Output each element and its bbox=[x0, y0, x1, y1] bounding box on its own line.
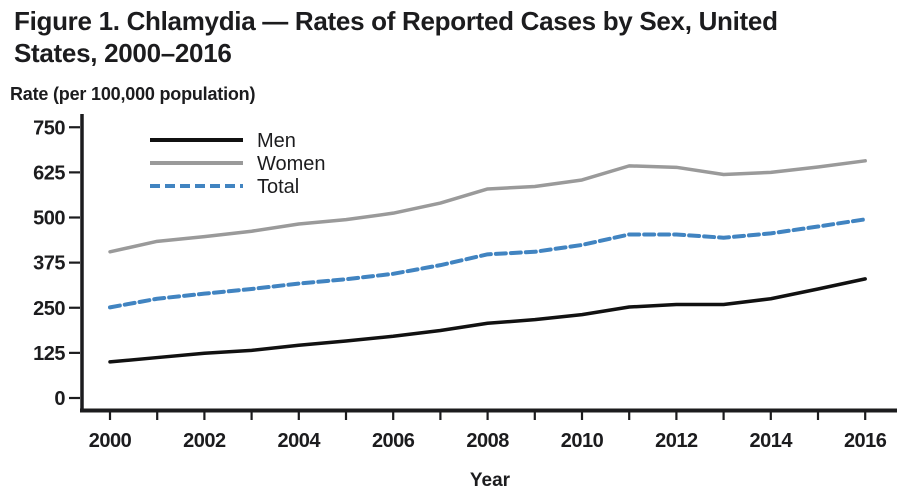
x-tick-label: 2006 bbox=[372, 430, 415, 452]
x-tick-label: 2016 bbox=[844, 430, 887, 452]
women-series-line bbox=[108, 159, 867, 254]
total-series-line bbox=[108, 217, 868, 310]
figure-title-line2: States, 2000–2016 bbox=[14, 38, 232, 68]
y-tick-label: 250 bbox=[33, 298, 65, 320]
y-tick-label: 0 bbox=[54, 388, 65, 410]
x-tick-label: 2012 bbox=[655, 430, 698, 452]
x-tick-label: 2004 bbox=[278, 430, 322, 452]
y-axis-title: Rate (per 100,000 population) bbox=[10, 84, 256, 104]
legend-label-total: Total bbox=[257, 176, 299, 198]
x-tick-label: 2014 bbox=[750, 430, 794, 452]
x-tick-label: 2002 bbox=[183, 430, 226, 452]
figure-title-line1: Figure 1. Chlamydia — Rates of Reported … bbox=[14, 6, 778, 36]
x-tick-label: 2000 bbox=[89, 430, 132, 452]
y-tick-label: 375 bbox=[33, 253, 65, 275]
y-tick-label: 625 bbox=[33, 162, 65, 184]
figure-title: Figure 1. Chlamydia — Rates of Reported … bbox=[14, 5, 884, 69]
x-tick-label: 2008 bbox=[466, 430, 509, 452]
x-tick-label: 2010 bbox=[561, 430, 604, 452]
men-series-line bbox=[108, 277, 867, 364]
y-tick-label: 125 bbox=[33, 343, 65, 365]
y-tick-label: 750 bbox=[33, 117, 65, 139]
y-tick-label: 500 bbox=[33, 208, 65, 230]
legend-label-men: Men bbox=[257, 130, 296, 152]
x-axis-title: Year bbox=[469, 470, 511, 491]
legend-label-women: Women bbox=[257, 153, 326, 175]
